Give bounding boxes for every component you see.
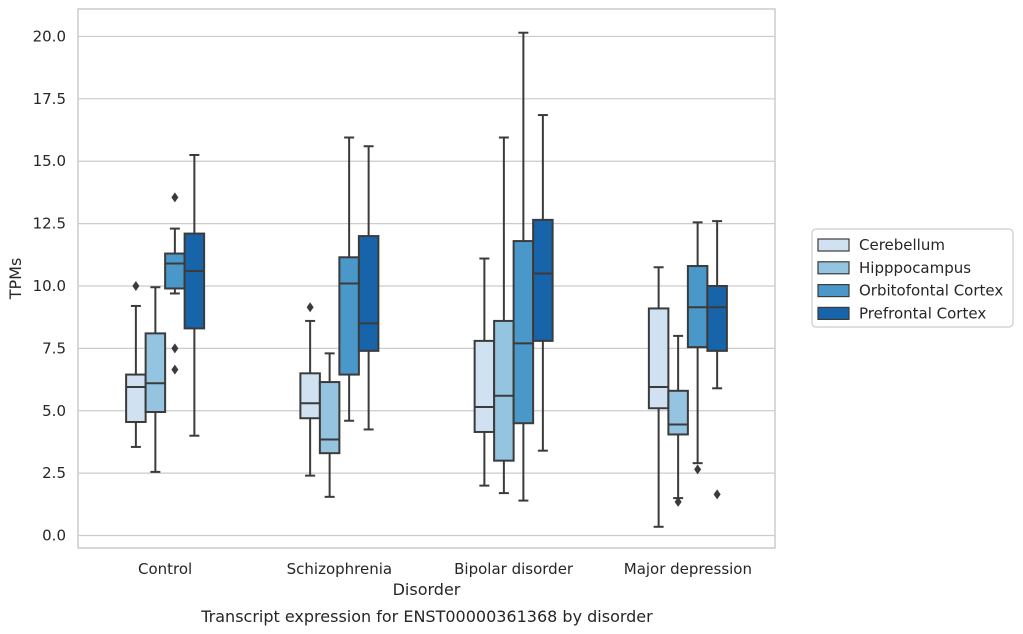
outlier-point <box>674 496 682 507</box>
legend-swatch <box>817 261 850 275</box>
y-tick-label: 15.0 <box>33 152 66 170</box>
legend-label: Prefrontal Cortex <box>859 304 986 322</box>
x-tick-label: Control <box>138 560 192 578</box>
x-tick-label: Major depression <box>624 560 752 578</box>
y-tick-label: 20.0 <box>33 27 66 45</box>
box-group <box>357 145 380 431</box>
legend-label: Orbitofontal Cortex <box>859 282 1003 300</box>
y-tick-label: 5.0 <box>42 402 66 420</box>
outlier-point <box>171 364 179 375</box>
y-tick-labels: 0.0 2.5 5.0 7.5 10.0 12.5 15.0 17.5 20.0 <box>33 27 66 544</box>
box-group <box>493 136 515 495</box>
box-group <box>183 153 206 437</box>
legend-swatch <box>817 306 850 320</box>
outlier-point <box>306 302 314 313</box>
outlier-point <box>171 192 179 203</box>
box-group <box>706 220 728 500</box>
plot-frame <box>77 8 776 549</box>
box-group <box>512 31 535 502</box>
box <box>532 218 554 342</box>
box-group <box>144 286 167 473</box>
legend-label: Hipppocampus <box>859 259 971 277</box>
legend-swatch <box>817 238 850 252</box>
y-tick-label: 10.0 <box>33 277 66 295</box>
box-group <box>686 221 709 475</box>
box <box>144 332 167 414</box>
x-tick-label: Bipolar disorder <box>454 560 574 578</box>
box-group <box>473 257 496 487</box>
box <box>183 232 206 330</box>
y-axis-label: TPMs <box>6 258 25 301</box>
box <box>357 235 380 352</box>
box-group <box>338 136 360 422</box>
legend: Cerebellum Hipppocampus Orbitofontal Corte… <box>811 228 1014 328</box>
box <box>493 319 515 462</box>
box-group <box>318 352 341 498</box>
box <box>667 389 689 436</box>
legend-frame <box>811 228 1014 328</box>
outlier-point <box>132 280 140 291</box>
box <box>338 256 360 376</box>
box <box>647 307 670 410</box>
box <box>706 284 728 352</box>
box-group <box>667 334 689 507</box>
x-tick-label: Schizophrenia <box>287 560 392 578</box>
y-tick-label: 2.5 <box>42 464 66 482</box>
y-tick-label: 0.0 <box>42 527 66 545</box>
x-axis-label: Disorder <box>393 580 461 599</box>
box-group <box>532 114 554 452</box>
box <box>299 372 321 420</box>
outlier-point <box>694 464 702 475</box>
box <box>318 381 341 455</box>
box-group <box>647 266 670 528</box>
legend-label: Cerebellum <box>859 236 945 254</box>
x-tick-labels: Control Schizophrenia Bipolar disorder Majo… <box>138 560 752 578</box>
boxplots <box>125 31 728 528</box>
y-tick-label: 17.5 <box>33 90 66 108</box>
box-group <box>164 192 186 375</box>
y-tick-label: 7.5 <box>42 339 66 357</box>
chart-caption: Transcript expression for ENST0000036136… <box>200 607 653 626</box>
legend-swatch <box>817 284 850 298</box>
box-group <box>125 280 147 448</box>
box <box>164 252 186 290</box>
box <box>473 339 496 433</box>
y-tick-label: 12.5 <box>33 215 66 233</box>
box <box>125 373 147 423</box>
box <box>512 240 535 425</box>
outlier-point <box>713 489 721 500</box>
outlier-point <box>171 343 179 354</box>
box-group <box>299 302 321 477</box>
